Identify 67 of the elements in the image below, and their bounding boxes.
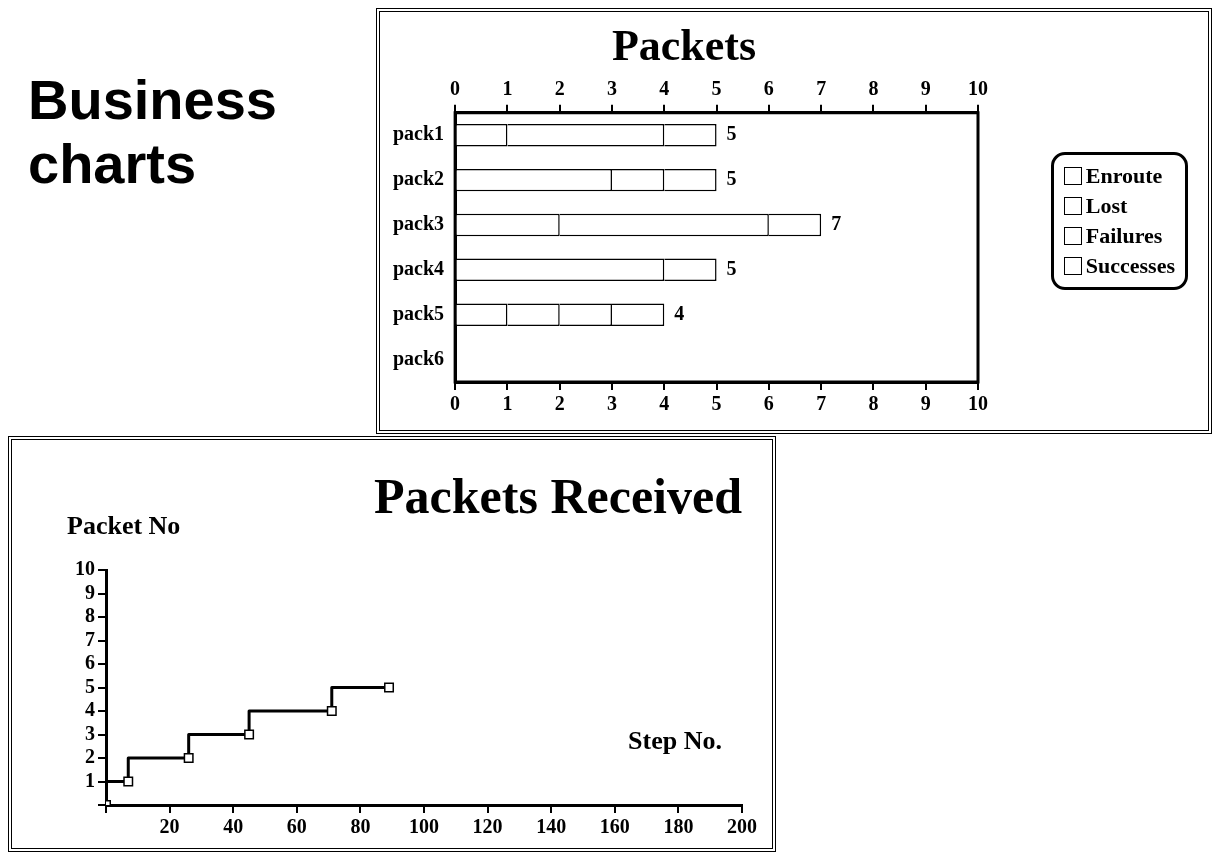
x2-tick-label: 10	[968, 76, 988, 99]
x-tick-label: 200	[727, 815, 757, 838]
total-label: 5	[726, 257, 737, 280]
point	[326, 706, 337, 716]
x2-tick-label: 4	[659, 76, 670, 99]
x2-tick-label: 9	[920, 76, 931, 99]
x-tick-label: 5	[711, 392, 722, 415]
total-label: 7	[831, 212, 842, 235]
x-tick-label: 180	[663, 815, 694, 838]
x2-tick-label: 6	[763, 76, 774, 99]
total-label: 5	[726, 122, 737, 145]
x-axis-title: Step No.	[628, 725, 722, 755]
text: Failures	[1085, 222, 1163, 250]
x-tick-label: 100	[409, 815, 439, 838]
x-tick-label: 3	[606, 392, 617, 415]
y-tick-label: 3	[85, 721, 95, 744]
x-tick-label: 4	[659, 392, 670, 415]
x2-tick-label: 3	[606, 76, 617, 99]
chart-title: Packets	[611, 20, 757, 70]
x-tick-label: 8	[868, 392, 879, 415]
point	[123, 776, 134, 787]
x-tick-label: 6	[763, 392, 774, 415]
text: Successes	[1085, 252, 1175, 280]
x-tick-label: 2	[554, 392, 565, 415]
x-tick-label: 0	[450, 392, 461, 415]
x-tick-label: 10	[968, 392, 988, 415]
x-tick-label: 1	[502, 392, 513, 415]
x-tick-label: 9	[920, 392, 931, 415]
text: Enroute	[1085, 162, 1163, 190]
y-tick-label: 4	[85, 698, 95, 721]
x-tick-label: 120	[472, 815, 503, 838]
x-tick-label: 40	[223, 815, 244, 838]
y-tick-label: pack3	[393, 212, 445, 236]
y-tick-label: 8	[85, 604, 95, 627]
text: Lost	[1085, 192, 1128, 220]
point	[183, 753, 194, 763]
x-tick-label: 140	[536, 815, 567, 838]
y-tick-label: 9	[85, 580, 95, 603]
point	[384, 682, 395, 693]
x2-tick-label: 8	[868, 76, 879, 99]
y-tick-label: 1	[85, 768, 95, 791]
total-label: 5	[726, 167, 737, 190]
x2-tick-label: 1	[502, 76, 513, 99]
y-tick-label: 10	[75, 557, 95, 580]
text: Business charts	[28, 68, 278, 196]
x2-tick-label: 5	[711, 76, 722, 99]
point	[244, 729, 255, 740]
chart-title: Packets Received	[374, 467, 743, 524]
x2-tick-label: 7	[816, 76, 827, 99]
y-tick-label: pack4	[393, 257, 445, 281]
y-tick-label: pack1	[393, 122, 445, 146]
x-tick-label: 7	[816, 392, 827, 415]
total-label: 4	[674, 301, 685, 324]
y-tick-label: 5	[85, 674, 95, 697]
x-tick-label: 20	[159, 815, 180, 838]
x-tick-label: 160	[599, 815, 630, 838]
y-tick-label: 7	[85, 627, 95, 650]
x2-tick-label: 0	[450, 76, 461, 99]
x2-tick-label: 2	[554, 76, 565, 99]
x-tick-label: 60	[286, 815, 307, 838]
y-tick-label: pack5	[393, 301, 445, 325]
y-tick-label: pack2	[393, 167, 445, 191]
y-tick-label: pack6	[393, 346, 445, 370]
y-tick-label: 2	[85, 745, 95, 768]
y-axis-title: Packet No	[67, 510, 181, 540]
y-tick-label: 6	[85, 651, 95, 674]
x-tick-label: 80	[350, 815, 371, 838]
